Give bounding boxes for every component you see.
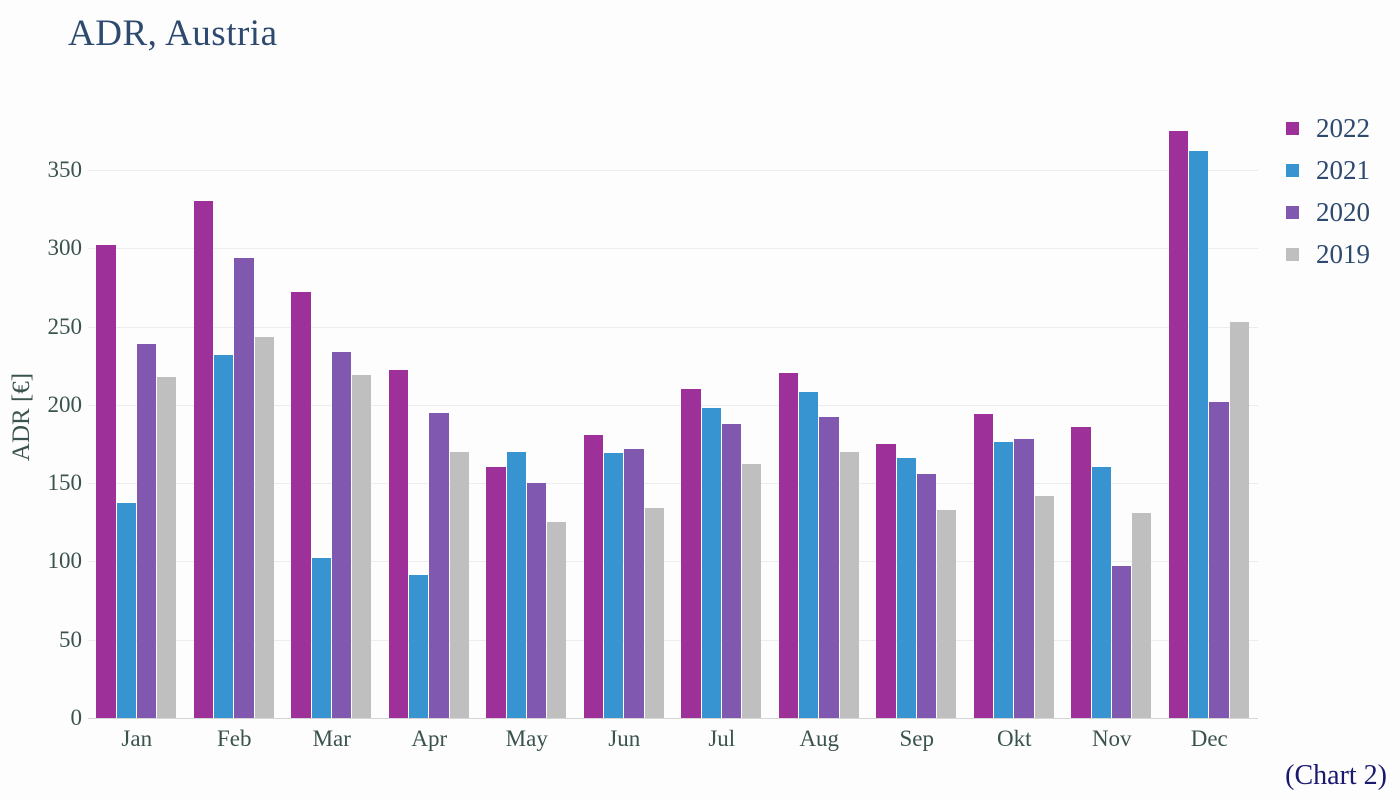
bar-2021-Jun <box>604 453 624 718</box>
legend-item-2019[interactable]: 2019 <box>1286 233 1370 275</box>
bar-2020-Feb <box>234 257 254 718</box>
bar-2019-Dec <box>1229 321 1249 718</box>
bar-2022-Okt <box>973 414 994 718</box>
x-tick-label-Jul: Jul <box>708 726 736 751</box>
x-tick-label-Nov: Nov <box>1091 726 1132 751</box>
bar-2019-Nov <box>1132 512 1152 718</box>
bar-2019-Aug <box>839 451 859 718</box>
legend-swatch-2022 <box>1286 121 1299 135</box>
bar-2021-Sep <box>896 458 916 718</box>
bar-2021-May <box>506 451 526 718</box>
y-tick-label-300: 300 <box>47 235 83 261</box>
bar-2019-Mar <box>352 375 372 718</box>
x-tick-label-Jun: Jun <box>608 726 641 751</box>
x-tick-label-Feb: Feb <box>217 726 252 751</box>
gridline-y350 <box>88 169 1258 171</box>
bar-2021-Okt <box>994 442 1014 718</box>
legend-label-2022: 2022 <box>1316 112 1370 143</box>
bar-2021-Jul <box>701 407 721 718</box>
bar-2022-Jan <box>96 245 116 718</box>
x-tick-label-Okt: Okt <box>997 726 1032 751</box>
legend-swatch-2021 <box>1286 163 1299 177</box>
x-tick-label-Mar: Mar <box>312 726 351 751</box>
bar-2022-Nov <box>1071 426 1091 718</box>
bar-2019-Apr <box>449 451 469 718</box>
bar-2021-Apr <box>409 575 429 718</box>
legend-item-2020[interactable]: 2020 <box>1286 191 1370 233</box>
bar-2022-Jun <box>583 434 604 718</box>
bar-2019-Okt <box>1034 495 1054 718</box>
gridline-y100 <box>88 561 1258 563</box>
bar-2020-Aug <box>819 417 839 718</box>
legend: 2022 2021 2020 2019 <box>1286 107 1370 275</box>
bar-2022-Sep <box>876 443 896 718</box>
bar-2022-Aug <box>778 373 799 718</box>
y-tick-label-150: 150 <box>47 470 83 496</box>
bar-2020-Apr <box>429 412 449 718</box>
chart-note: (Chart 2) <box>1285 760 1387 791</box>
legend-label-2021: 2021 <box>1316 154 1370 185</box>
bar-2021-Nov <box>1091 467 1111 718</box>
gridline-y300 <box>88 248 1258 250</box>
bar-2020-Jun <box>624 448 644 718</box>
bar-2021-Dec <box>1189 151 1209 718</box>
gridline-y200 <box>88 404 1258 406</box>
gridline-y250 <box>88 326 1258 328</box>
x-tick-label-Apr: Apr <box>411 726 448 751</box>
y-tick-label-100: 100 <box>47 548 83 574</box>
bar-2020-Nov <box>1111 566 1132 718</box>
bar-2022-May <box>486 467 506 718</box>
gridline-y0 <box>88 718 1258 719</box>
bar-2022-Feb <box>193 201 214 718</box>
gridline-y150 <box>88 483 1258 485</box>
x-tick-label-May: May <box>505 726 548 751</box>
bar-2021-Aug <box>799 392 819 718</box>
legend-swatch-2020 <box>1286 205 1299 219</box>
bar-2020-Mar <box>331 351 352 718</box>
bar-2022-Jul <box>681 389 701 718</box>
bar-2019-Jun <box>644 508 664 718</box>
x-tick-label-Sep: Sep <box>899 726 935 751</box>
gridline-y50 <box>88 639 1258 641</box>
y-tick-label-200: 200 <box>47 391 83 417</box>
y-tick-label-0: 0 <box>70 705 83 730</box>
bar-2020-Dec <box>1209 401 1229 718</box>
bar-2019-Jul <box>742 464 762 718</box>
y-tick-label-50: 50 <box>59 626 82 652</box>
x-tick-label-Jan: Jan <box>121 726 153 751</box>
legend-swatch-2019 <box>1286 247 1299 261</box>
bar-2019-May <box>547 522 567 718</box>
bar-2019-Sep <box>937 509 957 718</box>
x-tick-label-Aug: Aug <box>799 726 840 751</box>
bar-2022-Mar <box>291 292 311 718</box>
bar-2020-Sep <box>916 473 937 718</box>
legend-item-2022[interactable]: 2022 <box>1286 107 1370 149</box>
chart-title: ADR, Austria <box>68 13 278 54</box>
bar-2019-Feb <box>254 337 274 718</box>
x-tick-label-Dec: Dec <box>1190 726 1228 751</box>
bar-2021-Jan <box>116 503 136 718</box>
bar-2020-Jul <box>721 423 742 718</box>
legend-label-2019: 2019 <box>1316 238 1370 269</box>
legend-label-2020: 2020 <box>1316 196 1370 227</box>
bar-2022-Apr <box>388 370 409 718</box>
y-tick-label-350: 350 <box>47 156 83 182</box>
y-tick-label-250: 250 <box>47 313 83 339</box>
bar-2020-May <box>526 483 547 718</box>
bar-2019-Jan <box>157 376 177 718</box>
bar-2020-Jan <box>136 343 157 718</box>
bar-2021-Feb <box>214 354 234 718</box>
bar-2022-Dec <box>1168 130 1189 718</box>
bar-2021-Mar <box>311 558 331 718</box>
legend-item-2021[interactable]: 2021 <box>1286 149 1370 191</box>
bar-2020-Okt <box>1014 439 1034 718</box>
